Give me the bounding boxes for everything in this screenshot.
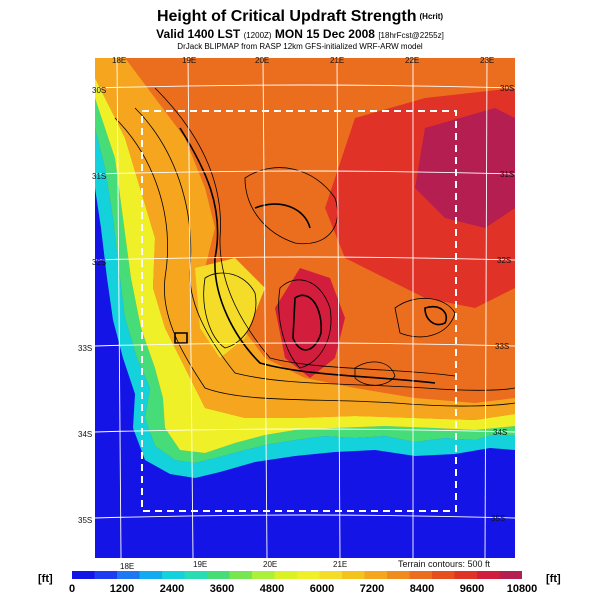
title-text: Height of Critical Updraft Strength bbox=[156, 8, 417, 25]
terrain-contour-note: Terrain contours: 500 ft bbox=[398, 559, 491, 569]
colorbar-swatch bbox=[274, 571, 298, 579]
colorbar-tick-label: 8400 bbox=[409, 583, 435, 595]
colorbar-unit-left: [ft] bbox=[38, 573, 53, 585]
terrain-contours bbox=[114, 87, 515, 407]
lon-bottom-19: 19E bbox=[193, 560, 208, 569]
colorbar-tick-label: 3600 bbox=[209, 583, 235, 595]
terrain-contours-bold bbox=[174, 127, 447, 384]
colorbar-swatch bbox=[364, 571, 388, 579]
colorbar-swatch bbox=[252, 571, 275, 579]
subtitle-valid: Valid 1400 LST bbox=[156, 27, 241, 41]
graticule bbox=[95, 58, 515, 558]
lon-top-19: 19E bbox=[182, 56, 197, 65]
lon-top-23: 23E bbox=[480, 56, 495, 65]
colorbar-swatch bbox=[499, 571, 522, 579]
lon-top-22: 22E bbox=[405, 56, 420, 65]
colorbar-tick-label: 6000 bbox=[309, 583, 335, 595]
colorbar-swatch bbox=[207, 571, 230, 579]
lon-top-18: 18E bbox=[112, 56, 127, 65]
colorbar-swatch bbox=[94, 571, 118, 579]
colorbar-swatch bbox=[72, 571, 95, 579]
inner-domain-box bbox=[141, 110, 457, 512]
colorbar bbox=[72, 571, 522, 579]
lat-left-32: 32S bbox=[92, 258, 107, 267]
colorbar-tick-label: 0 bbox=[68, 583, 76, 595]
colorbar-tick-label: 2400 bbox=[159, 583, 185, 595]
colorbar-swatch bbox=[454, 571, 478, 579]
coastal-band-cyan bbox=[95, 128, 515, 478]
high-region-core bbox=[415, 108, 515, 228]
colorbar-swatch bbox=[342, 571, 365, 579]
colorbar-tick-label: 10800 bbox=[506, 583, 538, 595]
lat-right-30: 30S bbox=[500, 84, 515, 93]
lon-top-21: 21E bbox=[330, 56, 345, 65]
lat-right-33: 33S bbox=[495, 342, 510, 351]
lat-right-34: 34S bbox=[493, 428, 508, 437]
colorbar-unit-right: [ft] bbox=[546, 573, 561, 585]
lon-bottom-18: 18E bbox=[120, 562, 135, 571]
lat-left-33: 33S bbox=[78, 344, 93, 353]
colorbar-tick-label: 1200 bbox=[109, 583, 135, 595]
lat-right-32: 32S bbox=[497, 256, 512, 265]
colorbar-tick-label: 7200 bbox=[359, 583, 385, 595]
lat-right-35: 35S bbox=[491, 514, 506, 523]
lon-top-20: 20E bbox=[255, 56, 270, 65]
colorbar-swatch bbox=[229, 571, 253, 579]
model-credit: DrJack BLIPMAP from RASP 12km GFS-initia… bbox=[177, 42, 423, 51]
chart-subtitle: Valid 1400 LST (1200Z) MON 15 Dec 2008 [… bbox=[0, 27, 600, 41]
colorbar-swatch bbox=[117, 571, 140, 579]
lat-left-31: 31S bbox=[92, 172, 107, 181]
colorbar-swatch bbox=[387, 571, 410, 579]
colorbar-swatch bbox=[184, 571, 208, 579]
colorbar-swatch bbox=[319, 571, 343, 579]
interior-orange-light bbox=[95, 58, 515, 420]
subtitle-date: MON 15 Dec 2008 bbox=[274, 27, 375, 41]
colorbar-tick-label: 9600 bbox=[459, 583, 485, 595]
lat-right-31: 31S bbox=[500, 170, 515, 179]
subtitle-utc: (1200Z) bbox=[243, 31, 272, 40]
title-unit: (Hcrit) bbox=[419, 12, 444, 22]
colorbar-swatch bbox=[162, 571, 185, 579]
high-region-ridge bbox=[275, 268, 345, 378]
lat-left-35: 35S bbox=[78, 516, 93, 525]
lat-left-30: 30S bbox=[92, 86, 107, 95]
colorbar-swatch bbox=[477, 571, 500, 579]
colorbar-swatch bbox=[409, 571, 433, 579]
subtitle-forecast: [18hrFcst@2255z] bbox=[378, 31, 444, 40]
colorbar-tick-label: 4800 bbox=[259, 583, 285, 595]
lat-left-34: 34S bbox=[78, 430, 93, 439]
colorbar-swatch bbox=[297, 571, 320, 579]
map-panel[interactable] bbox=[95, 58, 515, 558]
lon-bottom-20: 20E bbox=[263, 560, 278, 569]
chart-title: Height of Critical Updraft Strength (Hcri… bbox=[0, 8, 600, 26]
lon-bottom-21: 21E bbox=[333, 560, 348, 569]
colorbar-swatch bbox=[139, 571, 163, 579]
colorbar-swatch bbox=[432, 571, 455, 579]
map-graphic bbox=[95, 58, 515, 558]
